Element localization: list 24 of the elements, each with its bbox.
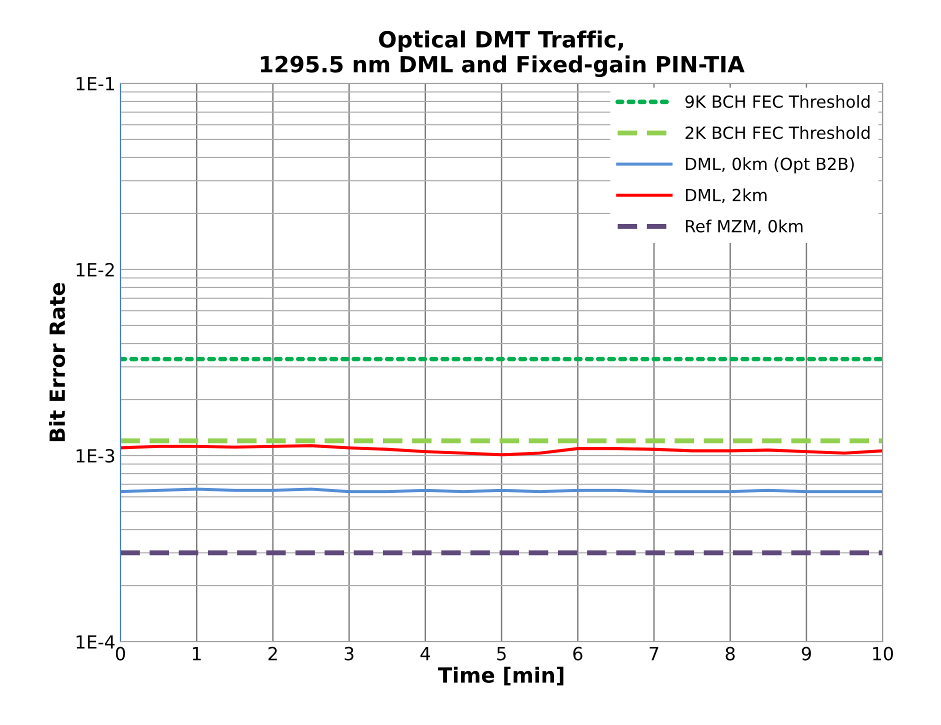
x-tick-label: 9 xyxy=(802,646,811,660)
x-tick-label: 0 xyxy=(116,646,125,660)
x-tick-label: 2 xyxy=(268,646,277,660)
y-tick-label: 1E-3 xyxy=(76,449,114,463)
x-tick-label: 4 xyxy=(420,647,430,660)
x-tick-label: 6 xyxy=(573,646,582,660)
y-tick-label: 1E-1 xyxy=(76,77,114,90)
x-tick-label: 7 xyxy=(650,647,658,660)
x-tick-label: 10 xyxy=(873,646,893,660)
y-tick-label: 1E-2 xyxy=(76,262,114,276)
legend-label: DML, 0km (Opt B2B) xyxy=(686,157,854,174)
legend-label: DML, 2km xyxy=(686,188,767,204)
legend-label: 2K BCH FEC Threshold xyxy=(686,126,870,140)
chart-title: Optical DMT Traffic, 1295.5 nm DML and Fixed-gain PIN-TIA xyxy=(260,30,745,78)
x-tick-label: 1 xyxy=(192,647,201,660)
line-series xyxy=(120,444,883,456)
x-axis-title: Time [min] xyxy=(438,666,564,686)
y-axis-title: Bit Error Rate xyxy=(48,282,66,442)
x-tick-label: 5 xyxy=(497,647,506,660)
x-tick-label: 3 xyxy=(344,646,354,660)
x-tick-label: 8 xyxy=(726,646,735,660)
legend-label: 9K BCH FEC Threshold xyxy=(685,95,870,108)
y-tick-label: 1E-4 xyxy=(76,635,115,648)
legend-label: Ref MZM, 0km xyxy=(686,220,802,234)
